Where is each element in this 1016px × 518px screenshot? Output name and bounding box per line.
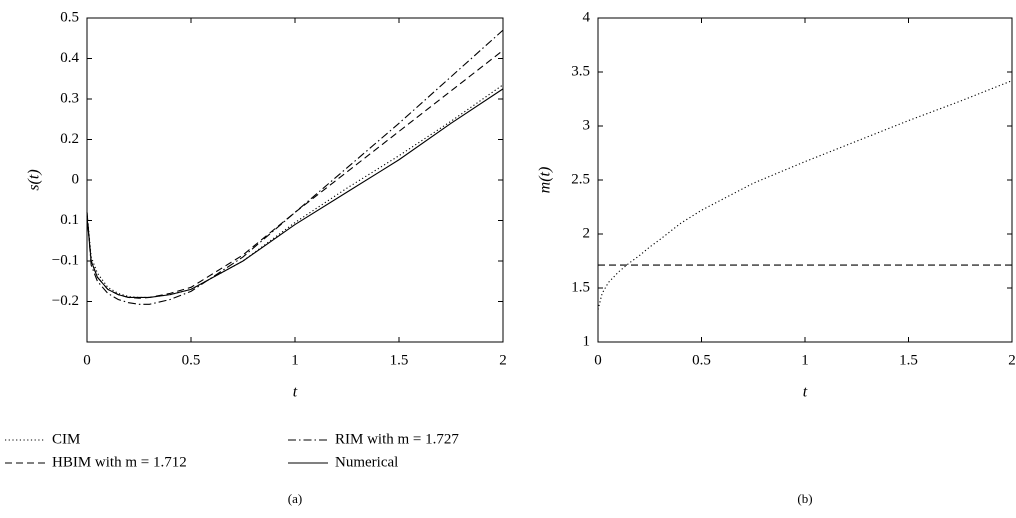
y-tick-label: 2.5 bbox=[571, 171, 590, 187]
x-axis-label: t bbox=[293, 384, 298, 401]
legend-label: Numerical bbox=[335, 454, 398, 470]
plot-frame bbox=[597, 17, 1013, 343]
x-tick-label: 2 bbox=[1008, 352, 1016, 368]
y-tick-label: 0.4 bbox=[60, 50, 79, 66]
y-tick-label: 4 bbox=[583, 9, 591, 25]
y-tick-label: 0.5 bbox=[60, 9, 79, 25]
legend-label: RIM with m = 1.727 bbox=[335, 431, 459, 447]
series-line bbox=[86, 29, 504, 305]
caption: (a) bbox=[288, 491, 302, 506]
x-tick-label: 1.5 bbox=[899, 352, 918, 368]
legend-label: CIM bbox=[52, 431, 80, 447]
x-tick-label: 1.5 bbox=[390, 352, 409, 368]
y-axis-label: m(t) bbox=[537, 167, 554, 194]
series-line bbox=[597, 80, 1013, 310]
x-tick-label: 0.5 bbox=[692, 352, 711, 368]
x-tick-label: 1 bbox=[291, 352, 299, 368]
y-tick-label: 1 bbox=[583, 333, 591, 349]
y-tick-label: 0.3 bbox=[60, 90, 79, 106]
y-tick-label: 0.1 bbox=[60, 212, 79, 228]
legend-label: HBIM with m = 1.712 bbox=[52, 454, 187, 470]
x-tick-label: 1 bbox=[801, 352, 809, 368]
y-tick-label: 0.2 bbox=[60, 131, 79, 147]
series-line bbox=[86, 88, 504, 298]
caption: (b) bbox=[797, 491, 812, 506]
x-tick-label: 0 bbox=[594, 352, 602, 368]
y-axis-label: s(t) bbox=[26, 169, 43, 190]
y-tick-label: 3 bbox=[583, 117, 591, 133]
x-axis-label: t bbox=[803, 384, 808, 401]
plot-frame bbox=[86, 17, 504, 343]
x-tick-label: 0 bbox=[83, 352, 91, 368]
y-tick-label: 2 bbox=[583, 225, 591, 241]
series-line bbox=[86, 49, 504, 299]
y-tick-label: 0 bbox=[72, 171, 80, 187]
y-tick-label: 1.5 bbox=[571, 279, 590, 295]
x-tick-label: 2 bbox=[499, 352, 507, 368]
y-tick-label: −0.2 bbox=[52, 293, 79, 309]
series-line bbox=[86, 84, 504, 298]
x-tick-label: 0.5 bbox=[182, 352, 201, 368]
y-tick-label: 3.5 bbox=[571, 63, 590, 79]
y-tick-label: −0.1 bbox=[52, 252, 79, 268]
